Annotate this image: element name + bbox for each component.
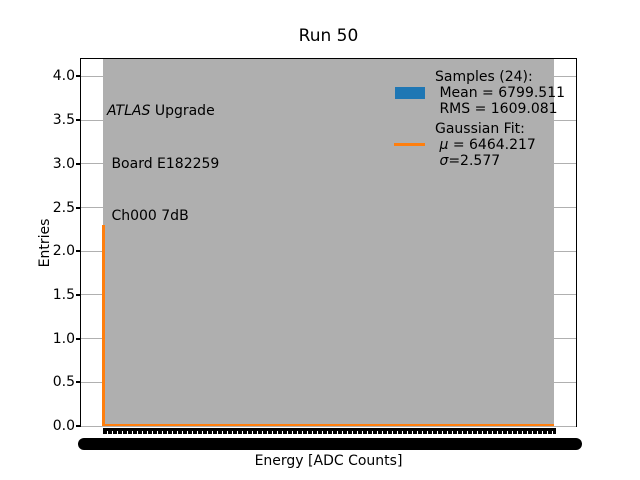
y-tick-label: 0.0	[52, 418, 75, 434]
y-gridline	[81, 425, 576, 427]
chart-title: Run 50	[298, 26, 359, 46]
legend-rms-value: RMS = 1609.081	[435, 101, 558, 117]
histogram-density-band	[103, 59, 554, 426]
annotation-line-3: Ch000 7dB	[107, 208, 189, 224]
y-tick-mark	[76, 337, 81, 340]
y-axis-label: Entries	[37, 218, 53, 268]
legend-mu-value: μ = 6464.217	[439, 137, 536, 153]
y-tick-label: 0.5	[52, 374, 75, 391]
y-tick-label: 2.5	[52, 199, 75, 216]
y-tick-mark	[76, 425, 81, 427]
y-tick-mark	[76, 381, 81, 384]
y-tick-mark	[76, 162, 81, 165]
legend-samples-header: Samples (24):	[435, 69, 533, 85]
y-tick-label: 4.0	[52, 68, 75, 85]
y-tick-mark	[76, 250, 81, 253]
y-tick-label: 1.0	[52, 330, 75, 347]
gaussian-fit-legend-swatch	[394, 143, 425, 146]
legend-spacer	[391, 153, 435, 169]
plot-area: ATLAS Upgrade Board E182259 Ch000 7dB Sa…	[53, 58, 582, 450]
legend: Samples (24): Mean = 6799.511 RMS = 1609…	[391, 69, 565, 169]
legend-spacer	[391, 101, 435, 117]
y-tick-label: 2.0	[52, 243, 75, 260]
x-tick-marks-band	[103, 428, 556, 434]
legend-spacer	[391, 69, 435, 85]
annotation-line-1: ATLAS Upgrade	[107, 103, 219, 121]
mu-symbol: μ	[439, 137, 449, 153]
samples-legend-swatch	[395, 87, 425, 99]
annotation-upgrade: Upgrade	[150, 103, 215, 119]
y-tick-mark	[76, 293, 81, 296]
y-tick-mark	[76, 119, 81, 122]
x-axis-label: Energy [ADC Counts]	[254, 453, 403, 469]
legend-mean-value: Mean = 6799.511	[435, 85, 566, 101]
y-tick-mark	[76, 75, 81, 78]
y-tick-mark	[76, 206, 81, 209]
y-tick-label: 1.5	[52, 286, 75, 303]
annotation-line-2: Board E182259	[107, 155, 220, 172]
y-tick-label: 3.0	[52, 155, 75, 172]
y-tick-label: 3.5	[52, 112, 75, 129]
legend-sigma-value: σ=2.577	[439, 153, 501, 169]
annotation-box: ATLAS Upgrade Board E182259 Ch000 7dB	[107, 68, 219, 261]
legend-fit-header: Gaussian Fit:	[435, 121, 525, 137]
gaussian-fit-spike	[102, 225, 105, 426]
sigma-symbol: σ	[439, 153, 449, 169]
gaussian-fit-baseline	[103, 424, 554, 426]
x-tick-labels-band	[78, 438, 582, 450]
legend-spacer	[391, 117, 435, 137]
annotation-atlas: ATLAS	[107, 103, 151, 119]
